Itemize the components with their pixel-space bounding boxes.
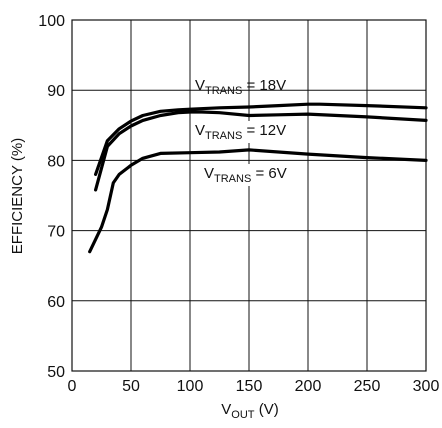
y-tick-label-80: 80 [47,153,65,170]
x-tick-labels: 0 50 100 150 200 250 300 [68,378,440,395]
y-tick-label-90: 90 [47,83,65,100]
x-tick-label-50: 50 [122,378,140,395]
x-tick-label-300: 300 [413,378,440,395]
x-axis-label-subscript: OUT [231,409,255,421]
x-axis-label: VOUT (V) [221,401,278,421]
series-label-subscript: TRANS [205,85,242,97]
y-tick-labels: 50 60 70 80 90 100 [38,13,65,381]
x-tick-label-200: 200 [295,378,322,395]
y-tick-label-70: 70 [47,224,65,241]
x-tick-label-250: 250 [354,378,381,395]
series-label-vtrans-12v: VTRANS = 12V [195,122,286,142]
y-tick-label-60: 60 [47,294,65,311]
series-label-value: = 18V [242,77,286,94]
x-axis-label-main: V [221,401,231,418]
series-label-main: V [204,165,214,182]
series-label-subscript: TRANS [205,130,242,142]
y-axis-label: EFFICIENCY (%) [9,138,26,254]
series-lines [88,102,428,254]
series-label-value: = 12V [242,122,286,139]
series-label-value: = 6V [251,165,286,182]
x-tick-label-150: 150 [236,378,263,395]
plot-frame [71,19,427,372]
series-line-vtrans-6v [88,148,428,254]
grid-lines [72,20,426,371]
x-axis-label-unit: (V) [255,401,279,418]
series-label-vtrans-18v: VTRANS = 18V [195,77,286,97]
series-line-vtrans-12v [93,110,428,192]
x-tick-label-100: 100 [177,378,204,395]
series-label-bg-vtrans-12v [193,121,289,143]
y-tick-label-100: 100 [38,13,65,30]
y-tick-label-50: 50 [47,364,65,381]
series-label-subscript: TRANS [214,173,251,185]
series-line-vtrans-18v [93,102,428,176]
series-label-bg-vtrans-6v [202,164,289,186]
series-label-main: V [195,77,205,94]
series-label-vtrans-6v: VTRANS = 6V [204,165,287,185]
series-label-main: V [195,122,205,139]
x-tick-label-0: 0 [68,378,77,395]
